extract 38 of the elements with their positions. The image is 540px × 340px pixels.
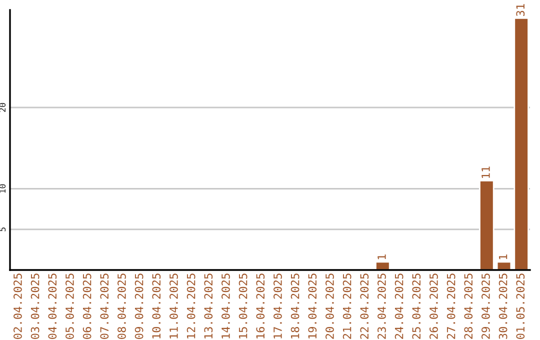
x-tick-label: 14.04.2025 — [222, 274, 230, 338]
data-label: 1 — [378, 254, 386, 260]
x-tick-label: 08.04.2025 — [118, 274, 126, 339]
data-label: 1 — [498, 254, 508, 260]
x-tick-label: 29.04.2025 — [482, 274, 490, 339]
x-tick-label: 22.04.2025 — [360, 274, 369, 339]
x-tick-label: 06.04.2025 — [82, 274, 92, 339]
x-tick-label: 20.04.2025 — [326, 274, 334, 339]
x-tick-label: 23.04.2025 — [378, 274, 386, 339]
x-tick-label: 16.04.2025 — [256, 274, 265, 338]
bar — [375, 261, 390, 270]
x-tick-label: 09.04.2025 — [134, 274, 144, 339]
x-tick-label: 26.04.2025 — [430, 274, 438, 339]
x-tick-label: 27.04.2025 — [446, 274, 456, 339]
x-tick-label: 05.04.2025 — [66, 274, 74, 339]
x-tick-label: 25.04.2025 — [412, 274, 421, 339]
bar — [514, 17, 529, 270]
data-label: 11 — [482, 166, 490, 178]
x-tick-label: 21.04.2025 — [342, 274, 352, 339]
x-tick-label: 17.04.2025 — [274, 274, 282, 338]
x-tick-label: 11.04.2025 — [170, 274, 178, 338]
x-tick-label: 30.04.2025 — [498, 274, 508, 339]
x-tick-label: 28.04.2025 — [464, 274, 473, 339]
x-tick-label: 13.04.2025 — [204, 274, 213, 338]
bar — [496, 261, 512, 270]
x-tick-label: 12.04.2025 — [186, 274, 196, 338]
bar — [479, 180, 494, 270]
x-tick-label: 07.04.2025 — [100, 274, 109, 339]
x-tick-label: 01.05.2025 — [516, 274, 525, 339]
data-label: 31 — [516, 4, 525, 16]
x-tick-label: 24.04.2025 — [394, 274, 404, 339]
x-tick-label: 10.04.2025 — [152, 274, 161, 338]
x-tick-label: 19.04.2025 — [308, 274, 317, 338]
x-tick-label: 02.04.2025 — [14, 274, 22, 339]
x-tick-label: 18.04.2025 — [290, 274, 300, 338]
x-tick-label: 04.04.2025 — [48, 274, 57, 339]
x-tick-label: 03.04.2025 — [30, 274, 40, 339]
x-tick-label: 15.04.2025 — [238, 274, 248, 338]
